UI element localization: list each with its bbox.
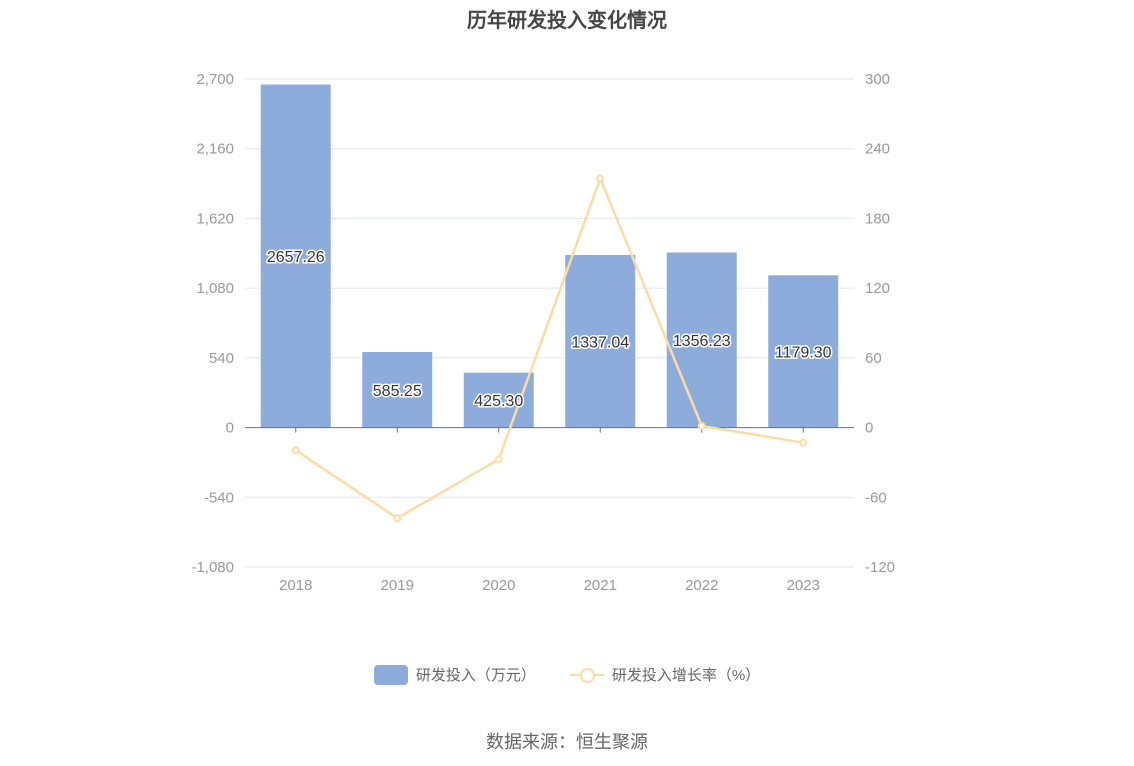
growth-rate-point: [393, 514, 402, 523]
right-axis-tick-label: 0: [865, 420, 873, 437]
bar: [260, 84, 331, 428]
bar-data-labels: 2657.26 585.25 425.30 1337.04 1356.23 1179.30: [265, 248, 833, 412]
right-axis-tick-label: -120: [865, 559, 895, 576]
left-axis-tick-label: -540: [204, 489, 234, 506]
bar-value-label: 1356.23: [673, 333, 731, 350]
growth-rate-line: [295, 174, 804, 520]
bar: [565, 254, 636, 428]
left-axis-tick-label: 2,160: [196, 141, 234, 158]
left-axis-tick-label: 0: [226, 420, 234, 437]
growth-rate-point: [697, 421, 706, 430]
bar-value-label: 425.30: [474, 393, 523, 410]
chart-title: 历年研发投入变化情况: [467, 10, 667, 32]
bar-series: [260, 84, 839, 428]
legend-item-bar[interactable]: 研发投入（万元）: [373, 664, 536, 685]
x-axis-tick-label: 2019: [381, 577, 414, 594]
right-axis-tick-label: -60: [865, 489, 887, 506]
bar: [362, 352, 433, 428]
bar: [666, 252, 737, 428]
right-axis-tick-label: 240: [865, 141, 890, 158]
source-note: 数据来源：恒生聚源: [486, 732, 648, 752]
bar-value-label: 2657.26: [267, 249, 325, 266]
x-axis: 2018 2019 2020 2021 2022 2023: [245, 427, 854, 594]
right-axis-tick-label: 60: [865, 350, 882, 367]
line-series: [291, 174, 808, 523]
x-axis-tick-label: 2020: [482, 577, 515, 594]
legend: 研发投入（万元） 研发投入增长率（%）: [0, 664, 1134, 685]
left-axis-tick-label: 1,620: [196, 210, 234, 227]
growth-rate-point: [799, 438, 808, 447]
bar: [463, 372, 534, 428]
grid-lines: [245, 78, 854, 568]
bar: [768, 275, 839, 428]
left-axis-tick-label: 2,700: [196, 71, 234, 88]
legend-line-swatch: [569, 665, 604, 685]
x-axis-tick-label: 2023: [787, 577, 820, 594]
growth-rate-point: [596, 174, 605, 183]
left-axis-tick-label: 540: [209, 350, 234, 367]
bar-value-label: 1179.30: [775, 344, 832, 361]
legend-bar-label: 研发投入（万元）: [415, 667, 536, 684]
legend-line-label: 研发投入增长率（%）: [611, 667, 761, 684]
bar-value-label: 1337.04: [571, 334, 629, 351]
right-axis-tick-label: 120: [865, 280, 890, 297]
growth-rate-point: [494, 455, 503, 464]
left-axis-tick-label: -1,080: [191, 559, 234, 576]
x-axis-tick-label: 2022: [685, 577, 718, 594]
legend-bar-swatch: [373, 664, 408, 685]
right-y-axis: -120 -60 0 60 120 180 240 300: [865, 71, 895, 576]
right-axis-tick-label: 180: [865, 210, 890, 227]
left-axis-tick-label: 1,080: [196, 280, 234, 297]
x-axis-tick-label: 2018: [279, 577, 312, 594]
growth-rate-point: [291, 446, 300, 455]
right-axis-tick-label: 300: [865, 71, 890, 88]
left-y-axis: -1,080 -540 0 540 1,080 1,620 2,160 2,700: [191, 71, 234, 576]
x-axis-tick-label: 2021: [584, 577, 617, 594]
bar-value-label: 585.25: [373, 383, 422, 400]
legend-item-line[interactable]: 研发投入增长率（%）: [569, 664, 761, 685]
